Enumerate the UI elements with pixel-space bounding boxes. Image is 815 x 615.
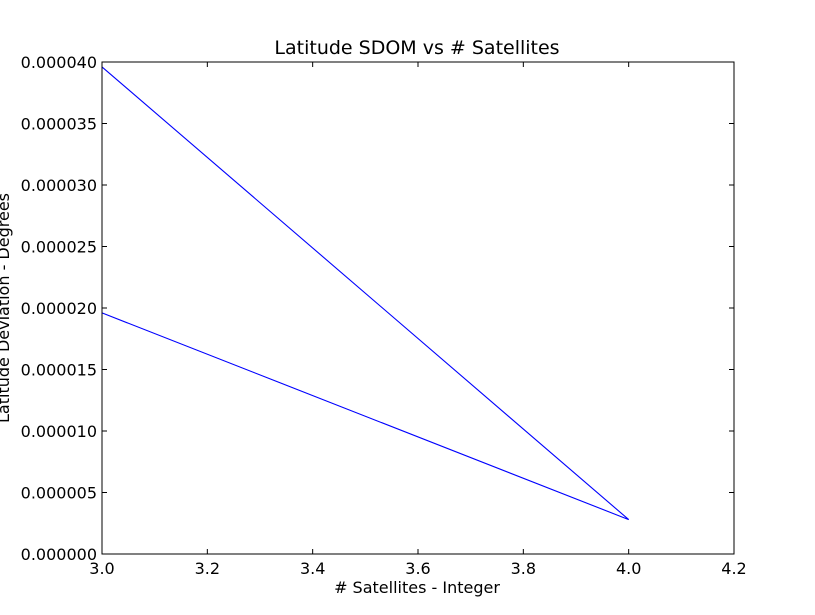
y-tick-label: 0.000010 [21,422,97,441]
x-tick-label: 3.6 [405,559,430,578]
x-tick-label: 4.0 [616,559,641,578]
x-tick-label: 3.0 [89,559,114,578]
chart-title: Latitude SDOM vs # Satellites [274,37,559,59]
x-tick-label: 3.8 [511,559,536,578]
y-axis-label: Latitude Deviation - Degrees [0,193,13,423]
series-layer [101,66,630,521]
y-tick-label: 0.000035 [21,115,97,134]
x-tick-label: 3.2 [195,559,220,578]
y-tick-label: 0.000020 [21,299,97,318]
y-tick-label: 0.000015 [21,361,97,380]
x-tick-label: 4.2 [721,559,746,578]
y-tick-label: 0.000040 [21,53,97,72]
y-tick-label: 0.000000 [21,545,97,564]
x-tick-label: 3.4 [300,559,325,578]
y-tick-label: 0.000030 [21,176,97,195]
y-tick-label: 0.000005 [21,484,97,503]
x-axis-label: # Satellites - Integer [334,578,500,597]
series-line-1 [101,66,630,521]
y-tick-label: 0.000025 [21,238,97,257]
ticks-layer: 3.0 3.2 3.4 3.6 3.8 4.0 4.2 0.000000 0.000005 0.0… [21,53,747,578]
